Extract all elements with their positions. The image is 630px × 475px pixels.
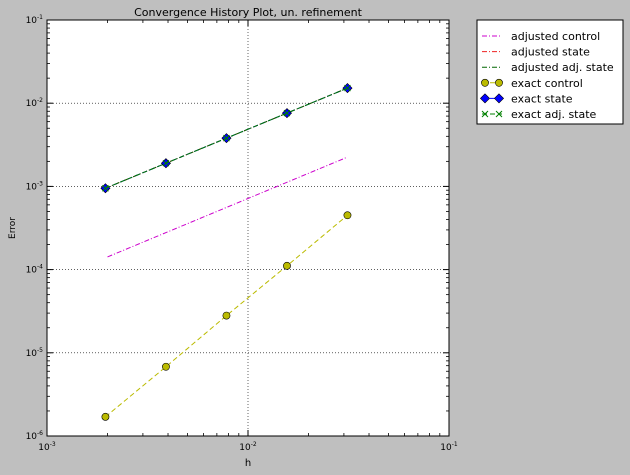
y-tick-label: 10-6 (26, 430, 44, 442)
series-line (107, 156, 348, 258)
y-tick-label: 10-1 (26, 14, 44, 26)
series-3 (101, 211, 352, 421)
data-point (162, 159, 170, 167)
x-tick-label: 10-3 (38, 441, 56, 453)
series-5 (102, 84, 351, 192)
legend-entry: adjusted control (482, 30, 600, 43)
grid-lines (47, 20, 449, 436)
legend-entry: exact control (481, 77, 583, 90)
data-point (222, 311, 231, 320)
legend-label: exact state (511, 92, 573, 105)
legend-marker (495, 78, 503, 87)
y-tick-label: 10-2 (26, 97, 44, 109)
legend-label: adjusted state (511, 46, 590, 59)
legend-marker (495, 110, 503, 118)
legend-entry: exact adj. state (481, 108, 597, 121)
legend: adjusted control adjusted state adjusted a… (476, 19, 624, 125)
y-tick-label: 10-5 (26, 347, 44, 359)
data-point (162, 362, 170, 371)
legend-marker (479, 93, 491, 104)
legend-entry: adjusted adj. state (482, 61, 614, 74)
y-tick-label: 10-3 (26, 180, 44, 192)
x-axis-label: h (245, 458, 251, 469)
data-point (283, 261, 291, 270)
data-point (283, 109, 291, 117)
data-point (102, 184, 109, 192)
series-0 (107, 156, 348, 258)
legend-marker (493, 93, 505, 104)
x-tick-label: 10-2 (239, 441, 257, 453)
data-point (343, 211, 352, 220)
series-line (105, 214, 348, 418)
series-group (100, 83, 353, 421)
legend-label: adjusted adj. state (511, 61, 614, 74)
legend-label: exact control (511, 77, 583, 90)
x-tick-label: 10-1 (440, 441, 458, 453)
legend-marker (481, 78, 489, 87)
legend-entry: exact state (479, 92, 573, 105)
y-axis-label: Error (8, 217, 18, 239)
data-point (344, 84, 351, 92)
data-point (223, 134, 230, 142)
legend-entry: adjusted state (482, 46, 590, 59)
legend-label: exact adj. state (511, 108, 597, 121)
axis-ticks: 10-3 10-2 10-1 10-6 10-5 10-4 10-3 10-2 10-1 (26, 14, 458, 453)
chart-title: Convergence History Plot, un. refinement (134, 6, 362, 19)
legend-marker (481, 110, 489, 118)
legend-label: adjusted control (511, 30, 600, 43)
legend-box (476, 19, 624, 125)
y-tick-label: 10-4 (26, 264, 44, 276)
data-point (101, 412, 110, 421)
